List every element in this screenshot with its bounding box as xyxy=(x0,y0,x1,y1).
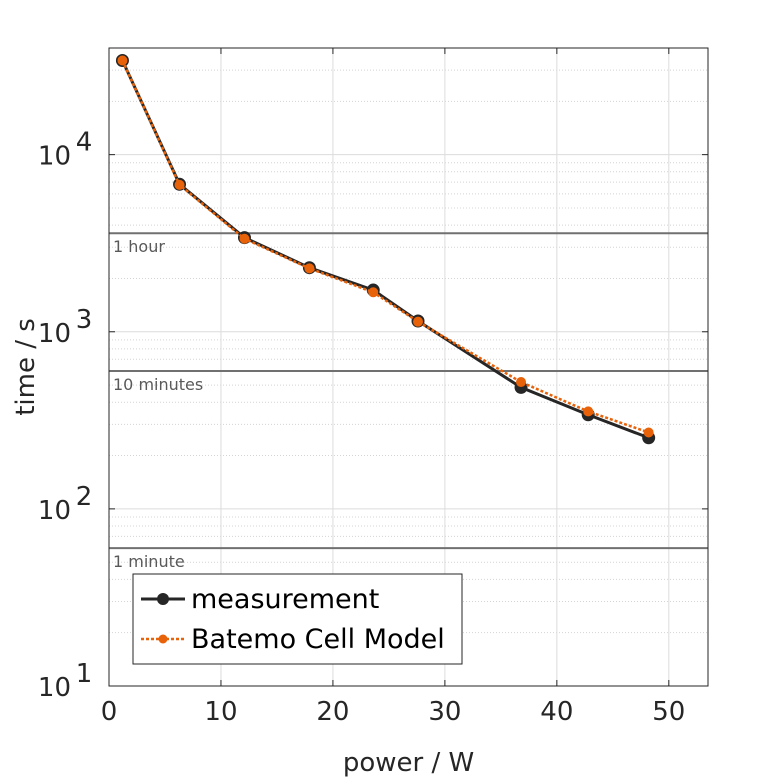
y-tick-label-exponent: 3 xyxy=(76,305,93,335)
data-point xyxy=(413,316,424,327)
y-axis-title: time / s xyxy=(11,318,41,416)
series-model xyxy=(117,55,654,438)
x-tick-label: 30 xyxy=(428,697,461,727)
data-point xyxy=(174,179,185,190)
data-point xyxy=(516,377,527,388)
legend-entry: measurement xyxy=(191,584,379,615)
data-point xyxy=(117,55,128,66)
x-axis-title: power / W xyxy=(343,748,474,778)
legend-entry: Batemo Cell Model xyxy=(191,624,445,655)
data-point xyxy=(304,263,315,274)
data-point xyxy=(583,406,594,417)
legend-box xyxy=(132,573,463,665)
reference-line-label: 10 minutes xyxy=(113,375,203,394)
x-tick-label: 0 xyxy=(101,697,118,727)
y-tick-label-exponent: 2 xyxy=(76,482,93,512)
legend-swatch-marker xyxy=(158,634,168,644)
x-tick-label: 50 xyxy=(652,697,685,727)
reference-lines: 1 hour 10 minutes 1 minute xyxy=(109,232,708,571)
y-tick-label: 10 xyxy=(38,142,71,172)
data-point xyxy=(239,233,250,244)
plot-frame xyxy=(108,47,709,687)
reference-line-label: 1 hour xyxy=(113,237,165,256)
x-tick-label: 10 xyxy=(204,697,237,727)
y-tick-label-exponent: 1 xyxy=(76,659,93,689)
data-point xyxy=(643,427,654,438)
y-tick-label: 10 xyxy=(38,319,71,349)
legend: measurement Batemo Cell Model xyxy=(132,573,463,665)
reference-line-label: 1 minute xyxy=(113,552,185,571)
legend-swatch-marker xyxy=(157,593,169,605)
y-tick-label: 10 xyxy=(38,673,71,703)
series-layer xyxy=(115,54,656,445)
y-tick-label: 10 xyxy=(38,496,71,526)
x-tick-label: 40 xyxy=(540,697,573,727)
y-tick-label-exponent: 4 xyxy=(76,128,93,158)
x-tick-label: 20 xyxy=(316,697,349,727)
data-point xyxy=(368,287,379,298)
